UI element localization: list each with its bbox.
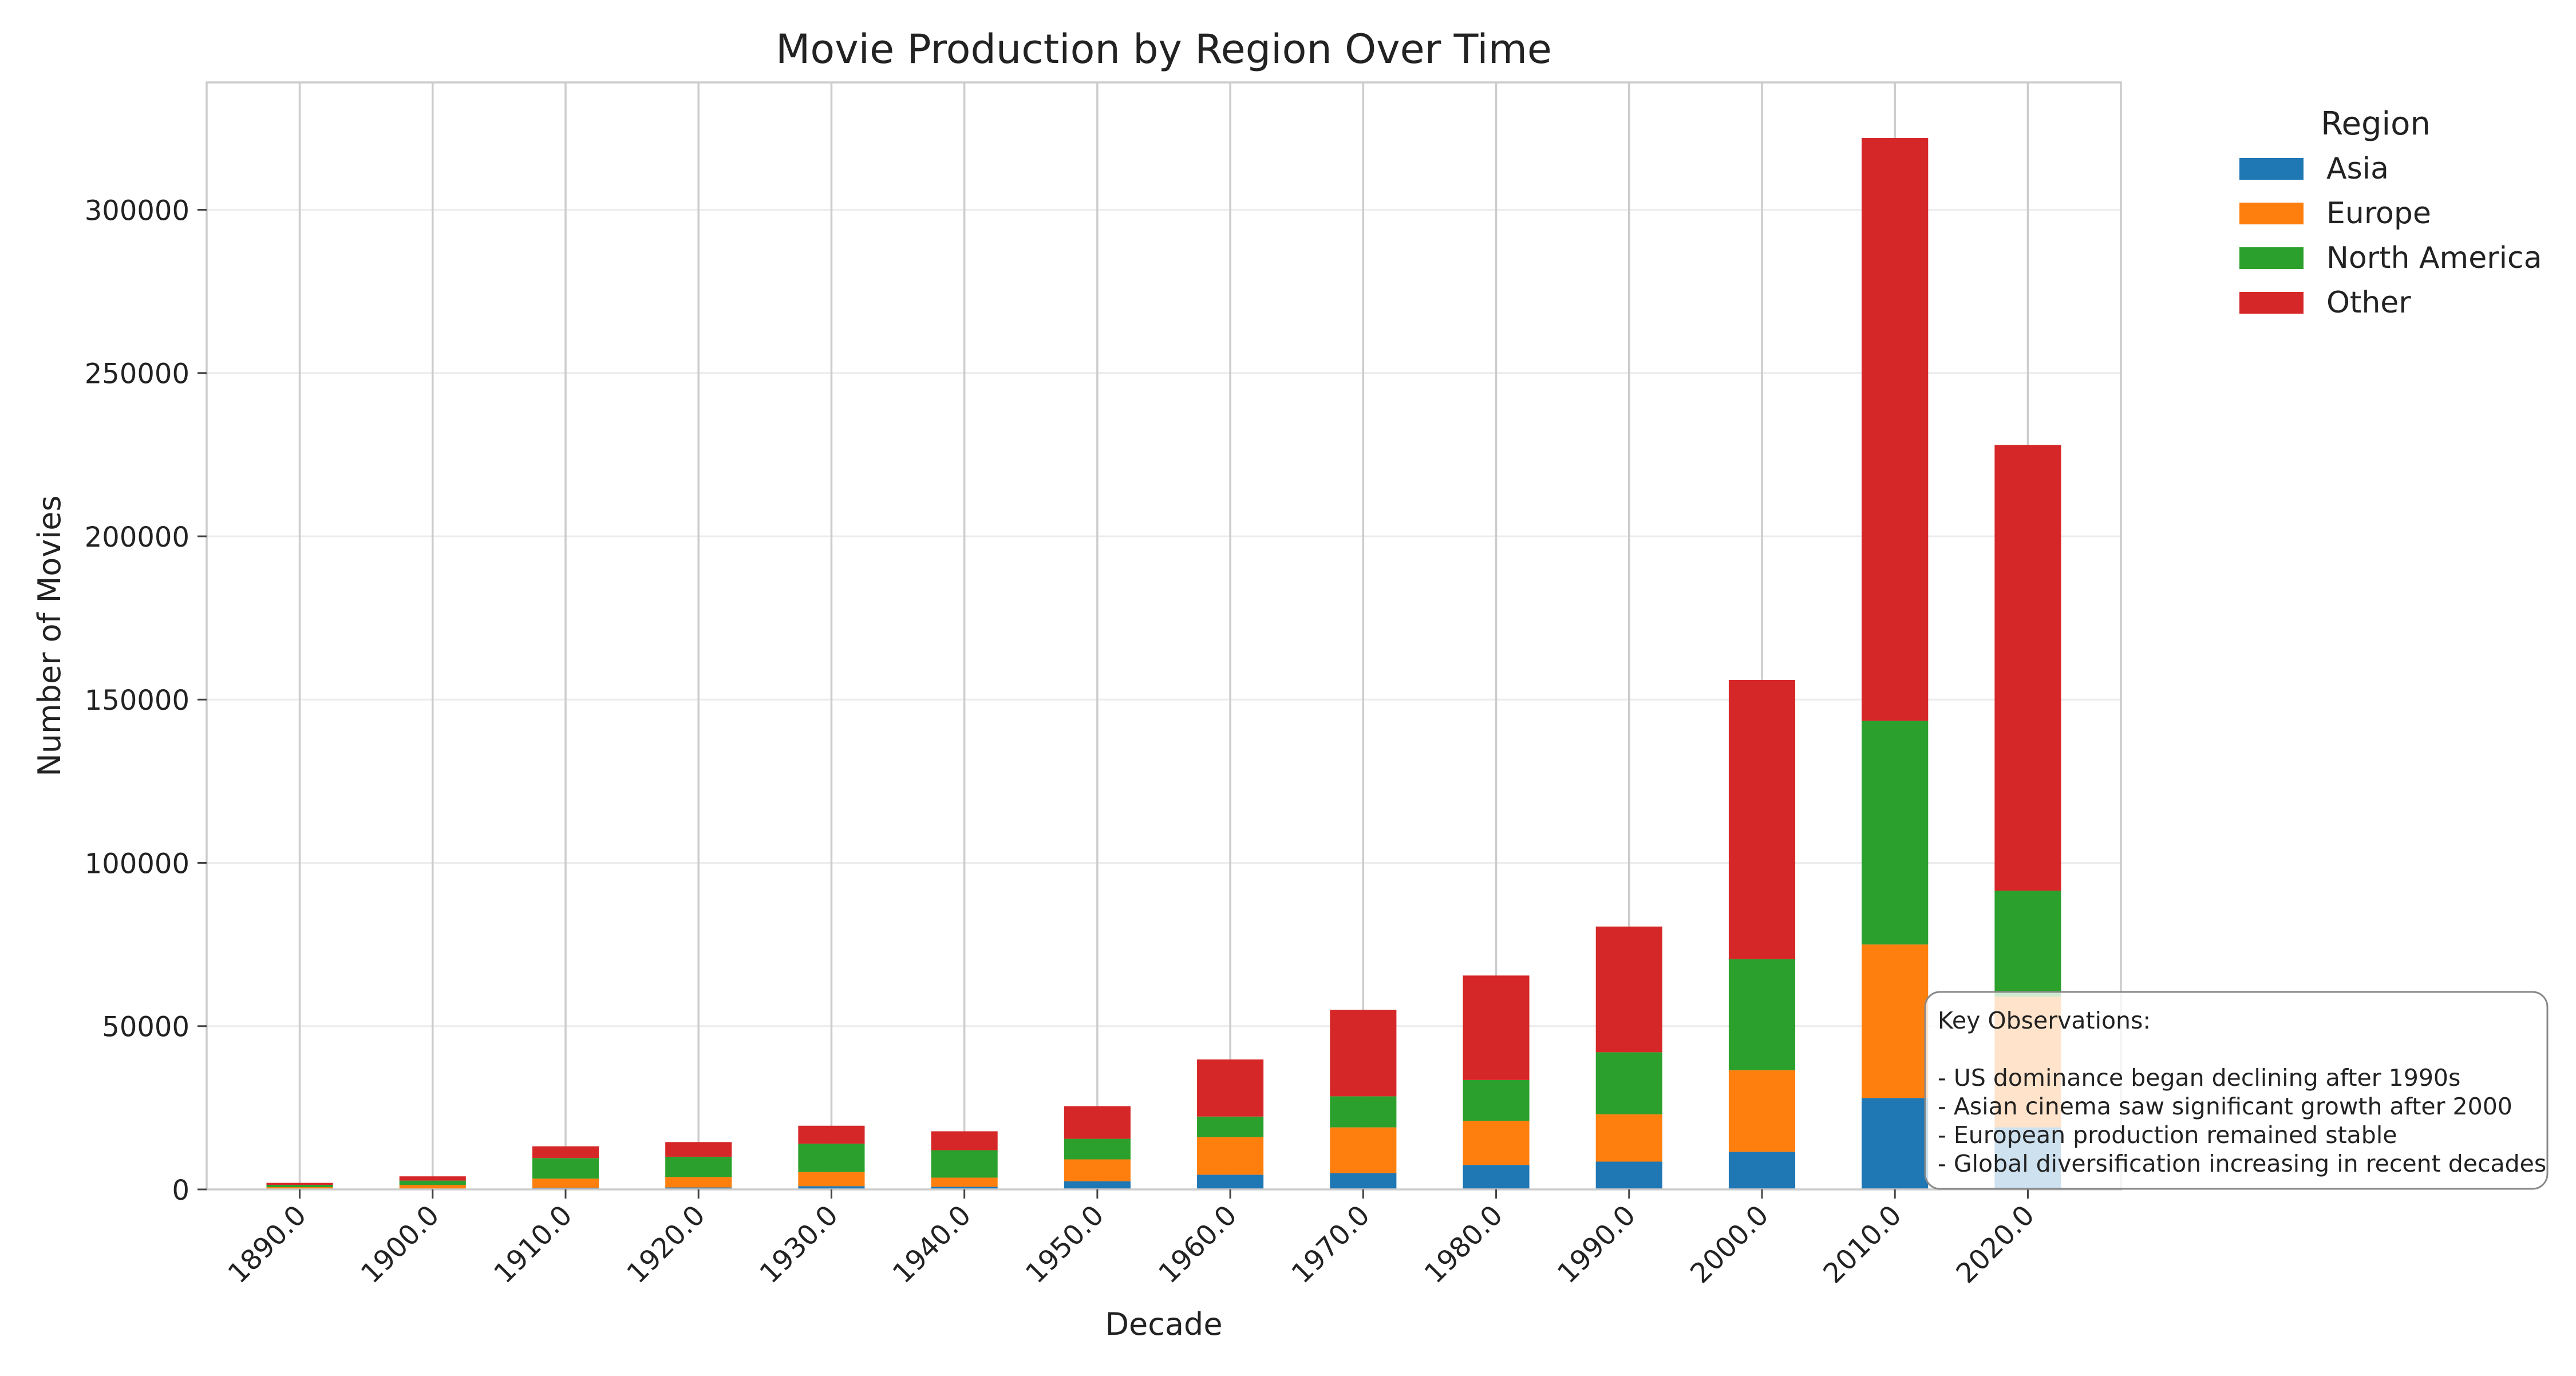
bar-segment-north-america bbox=[931, 1150, 998, 1178]
legend-label: North America bbox=[2326, 241, 2542, 275]
bar-segment-asia bbox=[1862, 1098, 1929, 1189]
bar-segment-asia bbox=[1728, 1152, 1796, 1189]
bar-segment-other bbox=[266, 1183, 333, 1185]
legend-label: Other bbox=[2326, 286, 2411, 320]
legend-swatch bbox=[2239, 292, 2304, 314]
bar-segment-north-america bbox=[798, 1144, 865, 1172]
bar-segment-europe bbox=[798, 1172, 865, 1187]
bar-segment-other bbox=[1330, 1010, 1397, 1097]
bar-segment-asia bbox=[1463, 1165, 1530, 1189]
y-tick-label: 100000 bbox=[85, 848, 189, 880]
y-tick-label: 50000 bbox=[102, 1011, 189, 1043]
bar-segment-north-america bbox=[1463, 1080, 1530, 1121]
bar-segment-asia bbox=[1330, 1173, 1397, 1189]
legend-items: Asia Europe North America Other bbox=[2239, 152, 2542, 320]
bar-segment-north-america bbox=[1330, 1096, 1397, 1128]
bar-segment-asia bbox=[931, 1187, 998, 1189]
bar-segment-other bbox=[1994, 445, 2061, 891]
y-tick-label: 150000 bbox=[85, 685, 189, 717]
y-tick-label: 250000 bbox=[85, 358, 189, 390]
bar-segment-other bbox=[1862, 137, 1929, 721]
bar-segment-north-america bbox=[1728, 959, 1796, 1070]
legend-label: Europe bbox=[2326, 196, 2431, 231]
bar-segment-other bbox=[798, 1125, 865, 1144]
bar-segment-europe bbox=[1463, 1121, 1530, 1165]
annotation-line: - European production remained stable bbox=[1938, 1121, 2397, 1149]
legend: Region Asia Europe North America Other bbox=[2239, 105, 2542, 320]
annotation-line: Key Observations: bbox=[1938, 1007, 2151, 1034]
y-axis-label: Number of Movies bbox=[31, 495, 68, 776]
bar-segment-europe bbox=[1330, 1127, 1397, 1173]
bar-segment-europe bbox=[1728, 1070, 1796, 1152]
bar-segment-other bbox=[1728, 680, 1796, 959]
legend-title: Region bbox=[2321, 105, 2431, 143]
bar-segment-north-america bbox=[1994, 890, 2061, 997]
bar-segment-asia bbox=[1064, 1181, 1131, 1189]
bar-segment-asia bbox=[1197, 1175, 1264, 1189]
annotation-line: - US dominance began declining after 199… bbox=[1938, 1064, 2460, 1092]
bar-segment-north-america bbox=[266, 1185, 333, 1188]
bar-segment-other bbox=[1064, 1106, 1131, 1139]
y-tick-label: 200000 bbox=[85, 521, 189, 553]
bar-segment-europe bbox=[532, 1179, 599, 1188]
bar-segment-north-america bbox=[532, 1158, 599, 1179]
bar-segment-europe bbox=[665, 1177, 732, 1188]
bar-segment-asia bbox=[1595, 1161, 1662, 1189]
annotation-frame bbox=[1924, 991, 2549, 1190]
annotation-line: - Global diversification increasing in r… bbox=[1938, 1150, 2546, 1177]
legend-swatch bbox=[2239, 158, 2304, 180]
bar-segment-other bbox=[1595, 926, 1662, 1053]
bar-segment-other bbox=[532, 1146, 599, 1158]
bar-segment-other bbox=[399, 1176, 466, 1181]
bar-segment-north-america bbox=[399, 1180, 466, 1185]
bar-segment-europe bbox=[266, 1187, 333, 1189]
bar-segment-other bbox=[665, 1142, 732, 1157]
plot-frame bbox=[206, 81, 2122, 1191]
annotation-box: Key Observations: - US dominance began de… bbox=[1924, 991, 2549, 1190]
chart-title: Movie Production by Region Over Time bbox=[776, 26, 1552, 73]
legend-swatch bbox=[2239, 247, 2304, 269]
legend-swatch bbox=[2239, 203, 2304, 224]
bar-segment-europe bbox=[931, 1177, 998, 1187]
bar-segment-north-america bbox=[1862, 721, 1929, 945]
bar-segment-other bbox=[1463, 975, 1530, 1080]
bar-segment-north-america bbox=[1595, 1052, 1662, 1114]
y-tick-label: 300000 bbox=[85, 195, 189, 227]
legend-label: Asia bbox=[2326, 152, 2389, 186]
bar-segment-north-america bbox=[1064, 1138, 1131, 1160]
annotation-line: - Asian cinema saw significant growth af… bbox=[1938, 1093, 2512, 1120]
x-axis-label: Decade bbox=[1105, 1306, 1222, 1342]
bar-segment-north-america bbox=[1197, 1116, 1264, 1137]
bar-segment-europe bbox=[399, 1185, 466, 1189]
bar-segment-europe bbox=[1862, 944, 1929, 1098]
bar-segment-other bbox=[931, 1131, 998, 1150]
bar-segment-europe bbox=[1197, 1137, 1264, 1175]
bar-segment-other bbox=[1197, 1059, 1264, 1117]
bar-segment-europe bbox=[1595, 1114, 1662, 1162]
bar-segment-asia bbox=[798, 1186, 865, 1189]
y-tick-label: 0 bbox=[172, 1175, 189, 1207]
bar-segment-north-america bbox=[665, 1156, 732, 1177]
bar-segment-europe bbox=[1064, 1159, 1131, 1181]
